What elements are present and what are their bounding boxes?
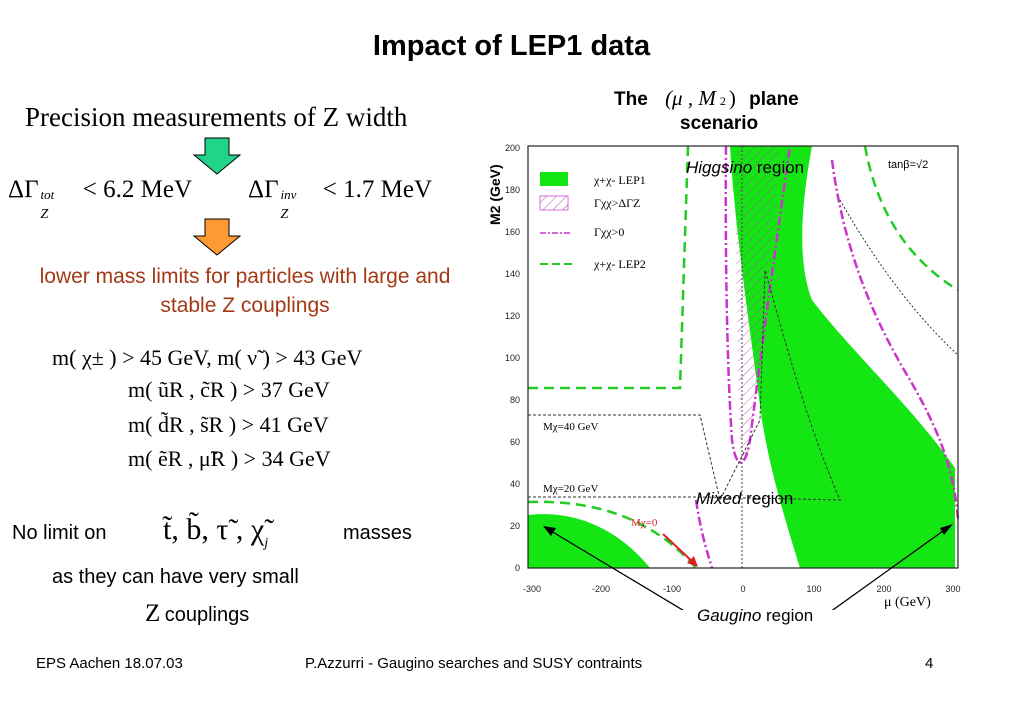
y-tick-20: 20 <box>510 521 520 531</box>
limit-sleptons: m( ẽR , μ̃R ) > 34 GeV <box>128 446 331 471</box>
gamma-tot-symbol: ΔΓ <box>8 176 39 203</box>
y-tick-40: 40 <box>510 479 520 489</box>
x-tick-100: 100 <box>806 584 821 594</box>
no-limit-particles-text: t̃, b̃, τ̃ , χ̃ <box>163 513 265 546</box>
tanbeta-label: tanβ=√2 <box>888 159 928 171</box>
no-limit-particles: t̃, b̃, τ̃ , χ̃j <box>163 513 268 552</box>
tanbeta-contour <box>839 199 959 356</box>
precision-heading: Precision measurements of Z width <box>25 102 408 132</box>
gamma-inv-symbol: ΔΓ <box>248 176 279 203</box>
mu-m2-plane-plot: 0 20 40 60 80 100 120 140 160 180 200 -3… <box>487 143 961 610</box>
gamma-inv-sub: Z <box>280 207 289 222</box>
lep1-excluded-region-left <box>528 514 650 568</box>
y-tick-160: 160 <box>505 227 520 237</box>
gaugino-italic: Gaugino <box>697 606 762 625</box>
slide-title: Impact of LEP1 data <box>372 30 651 62</box>
plane-scenario-line2: scenario <box>680 113 759 134</box>
y-tick-140: 140 <box>505 269 520 279</box>
no-limit-prefix: No limit on <box>12 522 107 544</box>
plane-scenario-heading: The (μ , M 2) plane <box>614 86 799 111</box>
plane-math-main: (μ , M <box>665 86 716 110</box>
gaugino-region-label: Gaugino region <box>697 606 813 626</box>
y-tick-100: 100 <box>505 353 520 363</box>
limit-chargino-sneutrino: m( χ± ) > 45 GeV, m( ν̃ ) > 43 GeV <box>52 345 363 370</box>
mchi40-label: Mχ=40 GeV <box>543 421 598 433</box>
gamma-inv-relation: < 1.7 MeV <box>322 176 433 203</box>
footer-author-title: P.Azzurri - Gaugino searches and SUSY co… <box>305 655 643 672</box>
legend-gamma-zero-label: Γχχ>0 <box>594 225 624 239</box>
gamma-inv-sup: inv <box>280 187 297 202</box>
gamma-tot-sup: tot <box>40 187 55 202</box>
gaugino-arrow-left <box>545 527 684 610</box>
gamma-zero-contour-bottom <box>694 499 714 569</box>
small-coupling-line1: as they can have very small <box>52 566 299 588</box>
gamma-zero-contour-right <box>830 159 960 521</box>
gaugino-arrow-right <box>831 525 951 610</box>
plane-math: (μ , M 2) <box>665 86 736 110</box>
plane-prefix: The <box>614 89 648 110</box>
gaugino-arrow-right-head-icon <box>940 524 953 535</box>
higgsino-rest: region <box>752 158 805 177</box>
limit-up-charm-squarks: m( ũR , c̃R ) > 37 GeV <box>128 377 330 402</box>
x-tick-m200: -200 <box>592 584 610 594</box>
x-axis-label: μ (GeV) <box>884 595 931 610</box>
small-coupling-z: Z <box>145 600 161 627</box>
legend-lep2-label: χ+χ- LEP2 <box>593 257 646 271</box>
x-tick-300: 300 <box>945 584 960 594</box>
gamma-tot-sub: Z <box>40 207 49 222</box>
y-axis-label: M2 (GeV) <box>487 164 503 225</box>
x-tick-m300: -300 <box>523 584 541 594</box>
lower-mass-limits-text: lower mass limits for particles with lar… <box>39 265 451 317</box>
mixed-region-label: Mixed region <box>696 489 793 509</box>
y-tick-80: 80 <box>510 395 520 405</box>
footer-page-number: 4 <box>925 655 934 672</box>
mchi40-contour <box>528 269 841 502</box>
plane-suffix: plane <box>749 89 799 110</box>
gamma-tot-relation: < 6.2 MeV <box>82 176 193 203</box>
legend-lep1-label: χ+χ- LEP1 <box>593 173 646 187</box>
gamma-inv-constraint: ΔΓ inv Z < 1.7 MeV <box>248 176 433 222</box>
mchi0-arrow-head-icon <box>687 556 698 567</box>
mchi20-contour <box>528 496 843 501</box>
y-tick-200: 200 <box>505 143 520 153</box>
small-coupling-word: couplings <box>164 604 250 626</box>
gaugino-rest: region <box>761 606 814 625</box>
small-coupling-line2: Z couplings <box>145 600 249 628</box>
mixed-italic: Mixed <box>696 489 742 508</box>
plane-math-close: ) <box>728 86 736 110</box>
gaugino-arrow-left-head-icon <box>543 526 556 536</box>
x-tick-0: 0 <box>740 584 745 594</box>
orange-down-arrow-icon <box>192 218 242 256</box>
mixed-rest: region <box>741 489 794 508</box>
higgsino-region-label: Higgsino region <box>686 158 804 178</box>
lep2-contour-left <box>528 145 690 390</box>
footer-conference: EPS Aachen 18.07.03 <box>36 655 183 672</box>
no-limit-suffix: masses <box>343 522 412 544</box>
mchi0-label: Mχ=0 <box>631 517 658 529</box>
y-tick-60: 60 <box>510 437 520 447</box>
y-tick-120: 120 <box>505 311 520 321</box>
plane-math-sub: 2 <box>719 94 726 108</box>
lep2-contour-bottom <box>527 500 697 569</box>
gamma-tot-constraint: ΔΓ tot Z < 6.2 MeV <box>8 176 193 222</box>
mchi20-label: Mχ=20 GeV <box>543 483 598 495</box>
legend-lep1-swatch <box>540 172 568 186</box>
no-limit-particles-sub: j <box>264 536 269 551</box>
plot-frame <box>527 145 959 569</box>
legend-gamma-label: Γχχ>ΔΓZ <box>594 196 640 210</box>
green-down-arrow-icon <box>192 137 242 175</box>
x-tick-200: 200 <box>876 584 891 594</box>
higgsino-italic: Higgsino <box>686 158 753 177</box>
x-tick-m100: -100 <box>663 584 681 594</box>
gamma-zero-contour-left <box>724 145 792 464</box>
lep2-contour-right <box>863 145 959 292</box>
y-tick-0: 0 <box>515 563 520 573</box>
lep1-excluded-region-right <box>730 146 955 568</box>
gamma-width-hatched-region <box>735 146 780 460</box>
x-ticks: -300 -200 -100 0 100 200 300 <box>523 584 961 594</box>
y-tick-180: 180 <box>505 185 520 195</box>
limit-down-strange-squarks: m( d̃R , s̃R ) > 41 GeV <box>128 412 329 437</box>
y-ticks: 0 20 40 60 80 100 120 140 160 180 200 <box>505 143 520 573</box>
legend-gamma-swatch <box>539 195 569 211</box>
